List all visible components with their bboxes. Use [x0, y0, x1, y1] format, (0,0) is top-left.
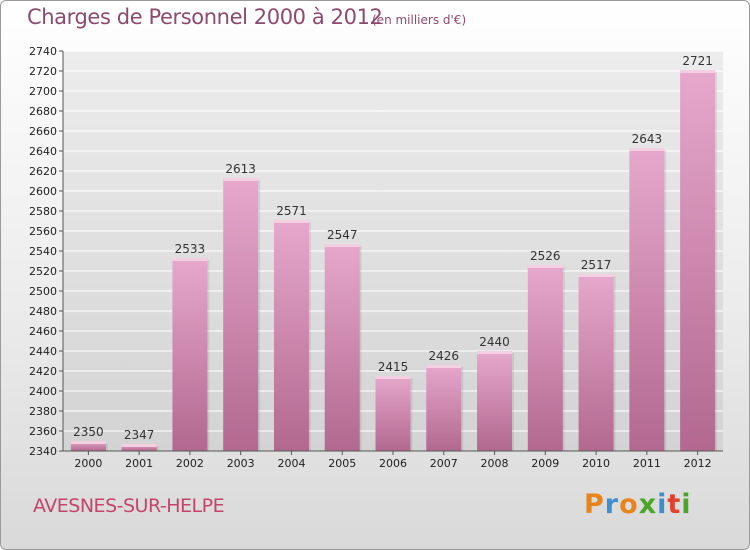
bar	[578, 274, 614, 451]
bar-top	[426, 365, 462, 368]
bar	[477, 351, 513, 451]
data-label: 2721	[682, 54, 713, 68]
y-tick-label: 2440	[29, 345, 57, 358]
x-tick-label: 2012	[684, 457, 712, 470]
x-tick-label: 2010	[582, 457, 610, 470]
bar-top	[629, 148, 665, 151]
y-tick-label: 2740	[29, 45, 57, 58]
data-label: 2547	[327, 228, 358, 242]
logo-letter: i	[657, 489, 668, 520]
y-tick-label: 2600	[29, 185, 57, 198]
data-label: 2440	[479, 335, 510, 349]
logo-letter: P	[584, 489, 605, 520]
bar	[121, 444, 157, 451]
data-label: 2350	[73, 425, 104, 439]
logo-letter: i	[681, 489, 692, 520]
bar-top	[324, 244, 360, 247]
chart-title: Charges de Personnel 2000 à 2012	[27, 5, 383, 29]
logo-letter: x	[638, 489, 658, 520]
data-label: 2533	[175, 242, 206, 256]
bar	[680, 70, 716, 451]
x-tick-label: 2002	[176, 457, 204, 470]
x-tick-label: 2001	[125, 457, 153, 470]
bar	[527, 265, 563, 451]
logo-letter: r	[604, 489, 620, 520]
data-label: 2526	[530, 249, 561, 263]
y-tick-label: 2520	[29, 265, 57, 278]
bar-top	[70, 441, 106, 444]
bar-top	[273, 220, 309, 223]
y-tick-label: 2420	[29, 365, 57, 378]
bar-top	[223, 178, 259, 181]
x-tick-label: 2003	[227, 457, 255, 470]
data-label: 2347	[124, 428, 155, 442]
x-tick-label: 2004	[277, 457, 305, 470]
data-label: 2517	[581, 258, 612, 272]
town-name: AVESNES-SUR-HELPE	[33, 495, 225, 517]
proxiti-logo: Proxiti	[584, 489, 692, 520]
bar	[273, 220, 309, 451]
data-label: 2643	[632, 132, 663, 146]
y-tick-label: 2400	[29, 385, 57, 398]
x-tick-label: 2009	[531, 457, 559, 470]
bar	[223, 178, 259, 451]
chart-subtitle: (en milliers d'€)	[372, 13, 467, 27]
y-tick-label: 2580	[29, 205, 57, 218]
y-tick-label: 2480	[29, 305, 57, 318]
y-tick-label: 2460	[29, 325, 57, 338]
data-label: 2613	[225, 162, 256, 176]
x-tick-label: 2000	[74, 457, 102, 470]
y-tick-label: 2680	[29, 105, 57, 118]
y-tick-label: 2360	[29, 425, 57, 438]
y-tick-label: 2380	[29, 405, 57, 418]
x-tick-label: 2007	[430, 457, 458, 470]
data-label: 2415	[378, 360, 409, 374]
bar-top	[680, 70, 716, 73]
x-tick-label: 2005	[328, 457, 356, 470]
y-tick-label: 2500	[29, 285, 57, 298]
y-tick-label: 2540	[29, 245, 57, 258]
x-tick-label: 2006	[379, 457, 407, 470]
bar-top	[172, 258, 208, 261]
bar-top	[527, 265, 563, 268]
bar	[172, 258, 208, 451]
x-tick-label: 2008	[481, 457, 509, 470]
bar-top	[375, 376, 411, 379]
data-label: 2571	[276, 204, 307, 218]
data-label: 2426	[428, 349, 459, 363]
logo-letter: o	[619, 489, 639, 520]
bar	[629, 148, 665, 451]
bar-top	[121, 444, 157, 447]
bar-top	[477, 351, 513, 354]
bar	[426, 365, 462, 451]
x-tick-label: 2011	[633, 457, 661, 470]
y-tick-label: 2560	[29, 225, 57, 238]
bar	[324, 244, 360, 451]
bar	[70, 441, 106, 451]
bar	[375, 376, 411, 451]
y-tick-label: 2620	[29, 165, 57, 178]
y-tick-label: 2640	[29, 145, 57, 158]
y-tick-label: 2340	[29, 445, 57, 458]
y-tick-label: 2660	[29, 125, 57, 138]
bar-top	[578, 274, 614, 277]
logo-letter: t	[667, 489, 682, 520]
y-tick-label: 2700	[29, 85, 57, 98]
y-tick-label: 2720	[29, 65, 57, 78]
